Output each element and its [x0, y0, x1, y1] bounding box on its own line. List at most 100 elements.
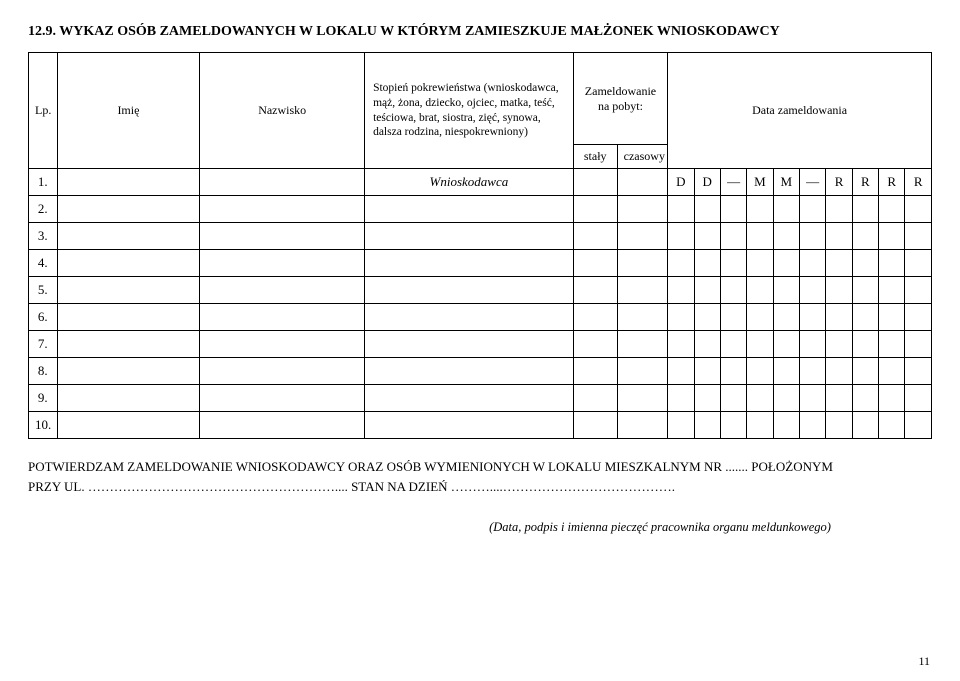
confirmation-line-2: PRZY UL. ………………………………………………….... STAN NA… [28, 477, 932, 497]
cell-nazwisko [200, 196, 365, 223]
cell-date-char [879, 412, 905, 439]
cell-date-char [826, 412, 852, 439]
cell-date-char: — [799, 169, 825, 196]
cell-date-char [668, 196, 694, 223]
cell-czasowy [617, 250, 668, 277]
cell-date-char [799, 385, 825, 412]
table-row: 9. [29, 385, 932, 412]
cell-date-char [694, 412, 720, 439]
cell-date-char [694, 358, 720, 385]
cell-date-char [747, 277, 773, 304]
cell-date-char [773, 223, 799, 250]
cell-date-char [747, 412, 773, 439]
col-staly: stały [573, 145, 617, 169]
cell-nazwisko [200, 250, 365, 277]
table-row: 1.WnioskodawcaDD—MM—RRRR [29, 169, 932, 196]
cell-date-char [720, 304, 746, 331]
cell-czasowy [617, 385, 668, 412]
col-stopien: Stopień pokrewieństwa (wnioskodawca, mąż… [365, 53, 574, 169]
cell-date-char [879, 304, 905, 331]
cell-imie [57, 412, 200, 439]
cell-stopien [365, 385, 574, 412]
table-row: 4. [29, 250, 932, 277]
table-row: 10. [29, 412, 932, 439]
cell-date-char [668, 277, 694, 304]
cell-date-char [747, 223, 773, 250]
cell-date-char [747, 250, 773, 277]
cell-date-char [773, 385, 799, 412]
cell-nazwisko [200, 412, 365, 439]
cell-date-char [905, 412, 932, 439]
cell-imie [57, 196, 200, 223]
cell-date-char [668, 223, 694, 250]
cell-imie [57, 223, 200, 250]
registration-table: Lp. Imię Nazwisko Stopień pokrewieństwa … [28, 52, 932, 439]
cell-date-char [668, 358, 694, 385]
cell-stopien [365, 358, 574, 385]
signature-caption: (Data, podpis i imienna pieczęć pracowni… [28, 520, 932, 535]
confirmation-block: POTWIERDZAM ZAMELDOWANIE WNIOSKODAWCY OR… [28, 457, 932, 496]
section-heading: 12.9. WYKAZ OSÓB ZAMELDOWANYCH W LOKALU … [28, 24, 932, 40]
cell-date-char [852, 385, 878, 412]
cell-date-char [852, 196, 878, 223]
cell-czasowy [617, 196, 668, 223]
table-row: 2. [29, 196, 932, 223]
cell-staly [573, 196, 617, 223]
cell-date-char [799, 304, 825, 331]
cell-date-char [852, 223, 878, 250]
cell-czasowy [617, 358, 668, 385]
col-lp: Lp. [29, 53, 58, 169]
cell-date-char [668, 385, 694, 412]
cell-czasowy [617, 412, 668, 439]
col-nazwisko: Nazwisko [200, 53, 365, 169]
cell-date-char [852, 304, 878, 331]
cell-date-char [879, 277, 905, 304]
col-zameldowanie: Zameldowanie na pobyt: [573, 53, 667, 145]
row-number: 9. [29, 385, 58, 412]
cell-date-char [826, 223, 852, 250]
cell-date-char: M [747, 169, 773, 196]
cell-date-char [826, 358, 852, 385]
table-row: 5. [29, 277, 932, 304]
col-czasowy: czasowy [617, 145, 668, 169]
row-number: 4. [29, 250, 58, 277]
cell-date-char [799, 331, 825, 358]
cell-date-char [773, 304, 799, 331]
cell-date-char [826, 277, 852, 304]
cell-date-char [668, 250, 694, 277]
cell-date-char [852, 277, 878, 304]
cell-date-char [852, 412, 878, 439]
cell-staly [573, 169, 617, 196]
confirmation-line-1: POTWIERDZAM ZAMELDOWANIE WNIOSKODAWCY OR… [28, 457, 932, 477]
cell-date-char [879, 385, 905, 412]
cell-nazwisko [200, 358, 365, 385]
cell-date-char: R [905, 169, 932, 196]
cell-date-char: M [773, 169, 799, 196]
cell-date-char [799, 358, 825, 385]
cell-staly [573, 331, 617, 358]
cell-staly [573, 385, 617, 412]
cell-nazwisko [200, 169, 365, 196]
cell-date-char [720, 331, 746, 358]
cell-date-char: R [879, 169, 905, 196]
cell-date-char [879, 223, 905, 250]
cell-date-char [799, 223, 825, 250]
row-number: 5. [29, 277, 58, 304]
cell-stopien [365, 277, 574, 304]
cell-date-char [905, 304, 932, 331]
cell-date-char [720, 385, 746, 412]
cell-imie [57, 277, 200, 304]
cell-date-char [720, 196, 746, 223]
cell-date-char [879, 331, 905, 358]
row-number: 8. [29, 358, 58, 385]
cell-date-char [694, 223, 720, 250]
cell-nazwisko [200, 331, 365, 358]
cell-date-char [694, 250, 720, 277]
cell-date-char [905, 358, 932, 385]
cell-date-char [747, 196, 773, 223]
cell-date-char [905, 223, 932, 250]
cell-date-char [747, 385, 773, 412]
cell-date-char [799, 250, 825, 277]
cell-date-char [694, 277, 720, 304]
table-row: 8. [29, 358, 932, 385]
